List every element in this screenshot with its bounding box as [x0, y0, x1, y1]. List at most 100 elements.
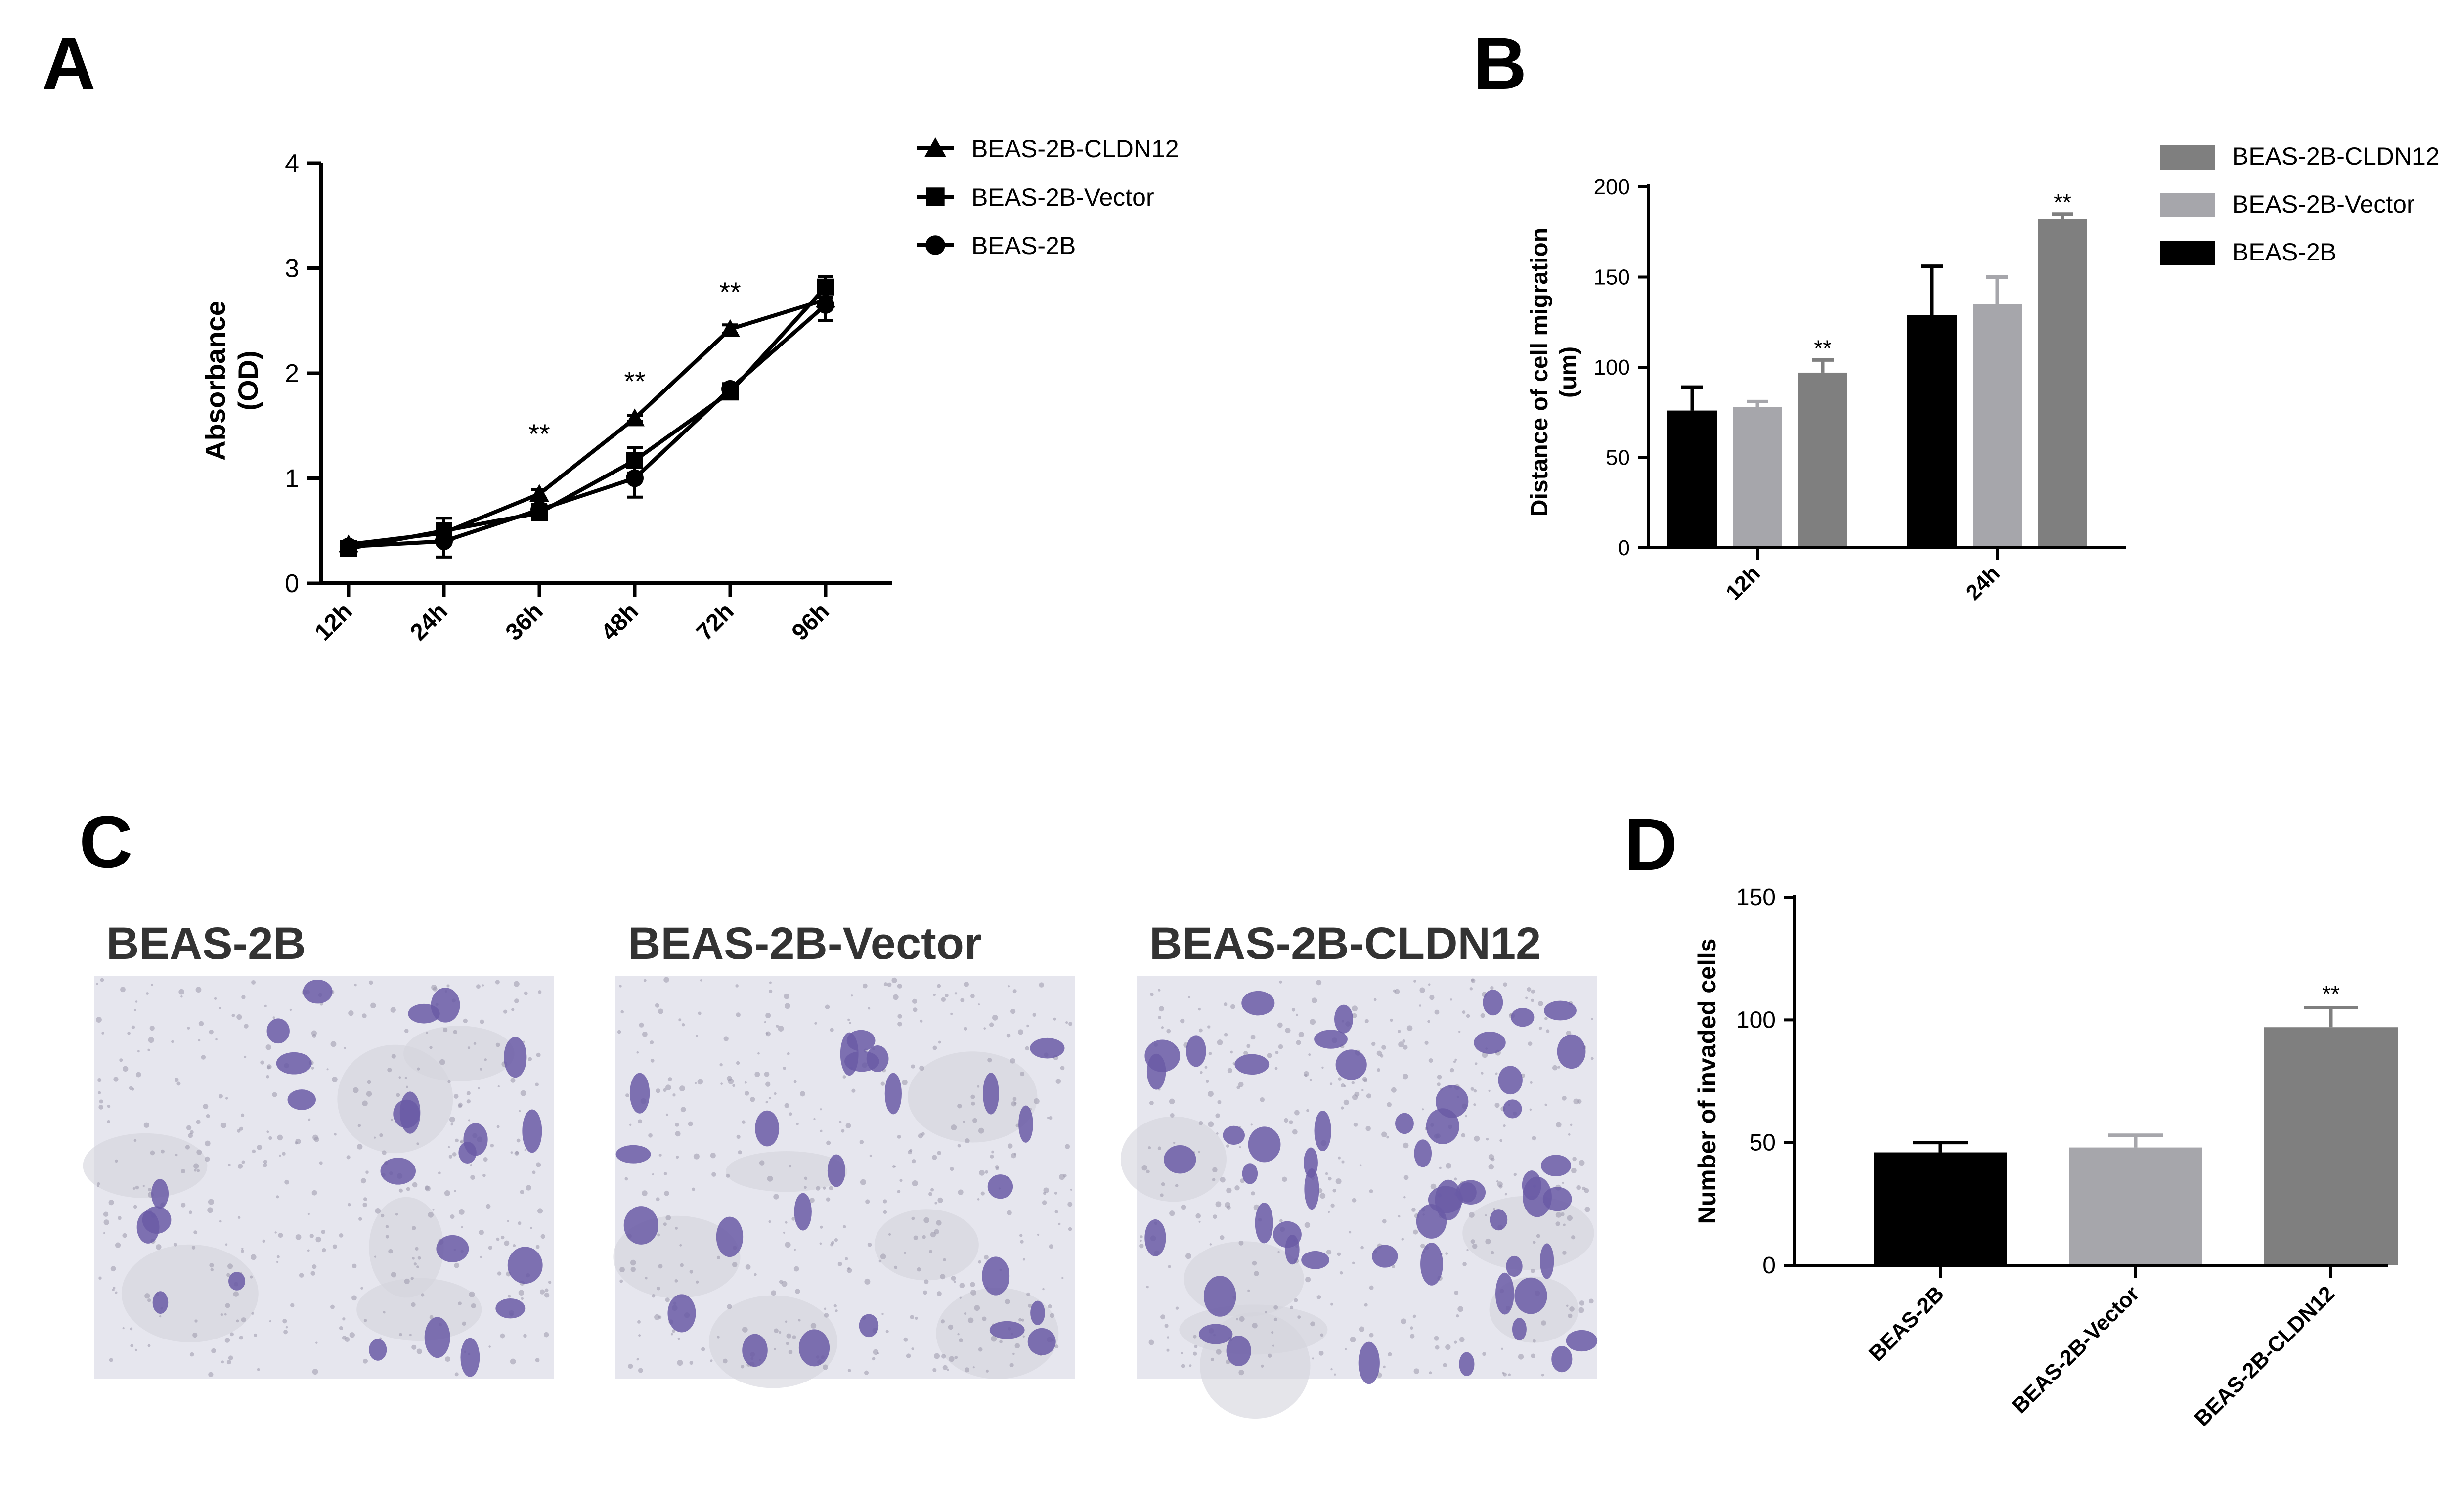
pore-dot	[1220, 1177, 1226, 1183]
data-point	[530, 501, 548, 519]
pore-dot	[784, 993, 790, 999]
pore-dot	[119, 1058, 123, 1062]
pore-dot	[1429, 994, 1435, 1000]
stained-cell	[1203, 1276, 1236, 1317]
pore-dot	[254, 1333, 258, 1337]
stained-cell	[507, 1247, 543, 1284]
pore-dot	[1466, 1249, 1469, 1251]
pore-dot	[825, 1004, 830, 1009]
invasion-micrographs: BEAS-2B BEAS-2B-Vector BEAS-2B-CLDN12	[83, 918, 1598, 1419]
pore-dot	[638, 1119, 643, 1124]
pore-dot	[357, 1124, 361, 1127]
pore-dot	[276, 1261, 279, 1263]
pore-dot	[804, 1176, 808, 1180]
pore-dot	[1316, 980, 1322, 986]
pore-dot	[950, 1012, 953, 1015]
pore-dot	[379, 1133, 383, 1137]
pore-dot	[276, 1255, 280, 1258]
pore-dot	[196, 1120, 201, 1124]
pore-dot	[1018, 1318, 1022, 1322]
micrograph-beas-2b-cldn12	[1120, 976, 1598, 1419]
pore-dot	[1140, 1235, 1143, 1239]
pore-dot	[1181, 1204, 1186, 1210]
pore-dot	[453, 1094, 459, 1099]
pore-dot	[883, 1210, 887, 1214]
pore-dot	[630, 1267, 636, 1272]
pore-dot	[460, 1140, 463, 1144]
pore-dot	[624, 1177, 628, 1181]
stained-cell	[840, 1032, 859, 1076]
pore-dot	[658, 1264, 663, 1269]
pore-dot	[978, 1260, 982, 1264]
pore-dot	[1560, 1212, 1565, 1216]
stained-cell	[1304, 1168, 1319, 1210]
pore-dot	[344, 1047, 346, 1049]
pore-dot	[1327, 1211, 1330, 1213]
pore-dot	[97, 1091, 101, 1094]
pore-dot	[984, 1254, 989, 1260]
pore-dot	[1403, 1196, 1406, 1199]
pore-dot	[1387, 1102, 1392, 1107]
pore-dot	[180, 1169, 185, 1174]
pore-dot	[454, 1190, 456, 1192]
stained-cell	[142, 1206, 172, 1234]
stained-cell	[629, 1073, 650, 1114]
pore-dot	[759, 1160, 765, 1166]
pore-dot	[1366, 1093, 1371, 1099]
pore-dot	[399, 1333, 402, 1337]
pore-dot	[658, 1153, 662, 1157]
pore-dot	[813, 1118, 816, 1121]
pore-dot	[1039, 982, 1044, 988]
pore-dot	[851, 994, 853, 997]
pore-dot	[109, 1358, 113, 1362]
pore-dot	[252, 1149, 256, 1154]
pore-dot	[917, 1267, 921, 1272]
legend-label: BEAS-2B	[2232, 238, 2336, 266]
pore-dot	[656, 1197, 660, 1202]
pore-dot	[732, 1262, 738, 1267]
pore-dot	[1419, 1004, 1421, 1007]
pore-dot	[497, 1085, 500, 1088]
pore-dot	[785, 1320, 788, 1323]
stained-cell	[1395, 1113, 1414, 1134]
pore-dot	[1215, 1201, 1222, 1208]
pore-dot	[1292, 1129, 1298, 1135]
pore-dot	[310, 1271, 315, 1276]
pore-dot	[1364, 1303, 1368, 1307]
stained-cell	[266, 1018, 290, 1044]
pore-dot	[786, 1333, 791, 1339]
pore-dot	[538, 990, 542, 994]
pore-dot	[187, 1027, 190, 1030]
pore-dot	[1562, 1251, 1567, 1255]
pore-dot	[912, 1159, 916, 1164]
legend-swatch	[2160, 241, 2215, 265]
pore-dot	[964, 981, 969, 987]
stained-cell	[623, 1206, 658, 1245]
pore-dot	[161, 1149, 165, 1154]
y-tick-label: 2	[285, 359, 299, 388]
pore-dot	[819, 1242, 822, 1245]
pore-dot	[391, 1119, 393, 1121]
pore-dot	[365, 1170, 369, 1174]
pore-dot	[1388, 1352, 1392, 1357]
pore-dot	[219, 1094, 223, 1099]
pore-dot	[911, 1347, 914, 1350]
pore-dot	[1169, 1098, 1175, 1105]
pore-dot	[219, 1220, 222, 1223]
pore-dot	[940, 1319, 945, 1324]
pore-dot	[972, 1118, 977, 1123]
pore-dot	[149, 1026, 155, 1031]
pore-dot	[209, 1263, 214, 1268]
pore-dot	[485, 1204, 491, 1209]
stained-cell	[1541, 1155, 1571, 1176]
pore-dot	[710, 1359, 713, 1362]
pore-dot	[830, 1028, 834, 1032]
pore-dot	[176, 1081, 181, 1086]
pore-dot	[497, 1271, 502, 1276]
pore-dot	[115, 1159, 118, 1163]
pore-dot	[1465, 1115, 1467, 1118]
pore-dot	[1146, 1169, 1150, 1173]
pore-dot	[518, 1110, 521, 1112]
pore-dot	[97, 1078, 102, 1082]
pore-dot	[210, 1268, 214, 1272]
